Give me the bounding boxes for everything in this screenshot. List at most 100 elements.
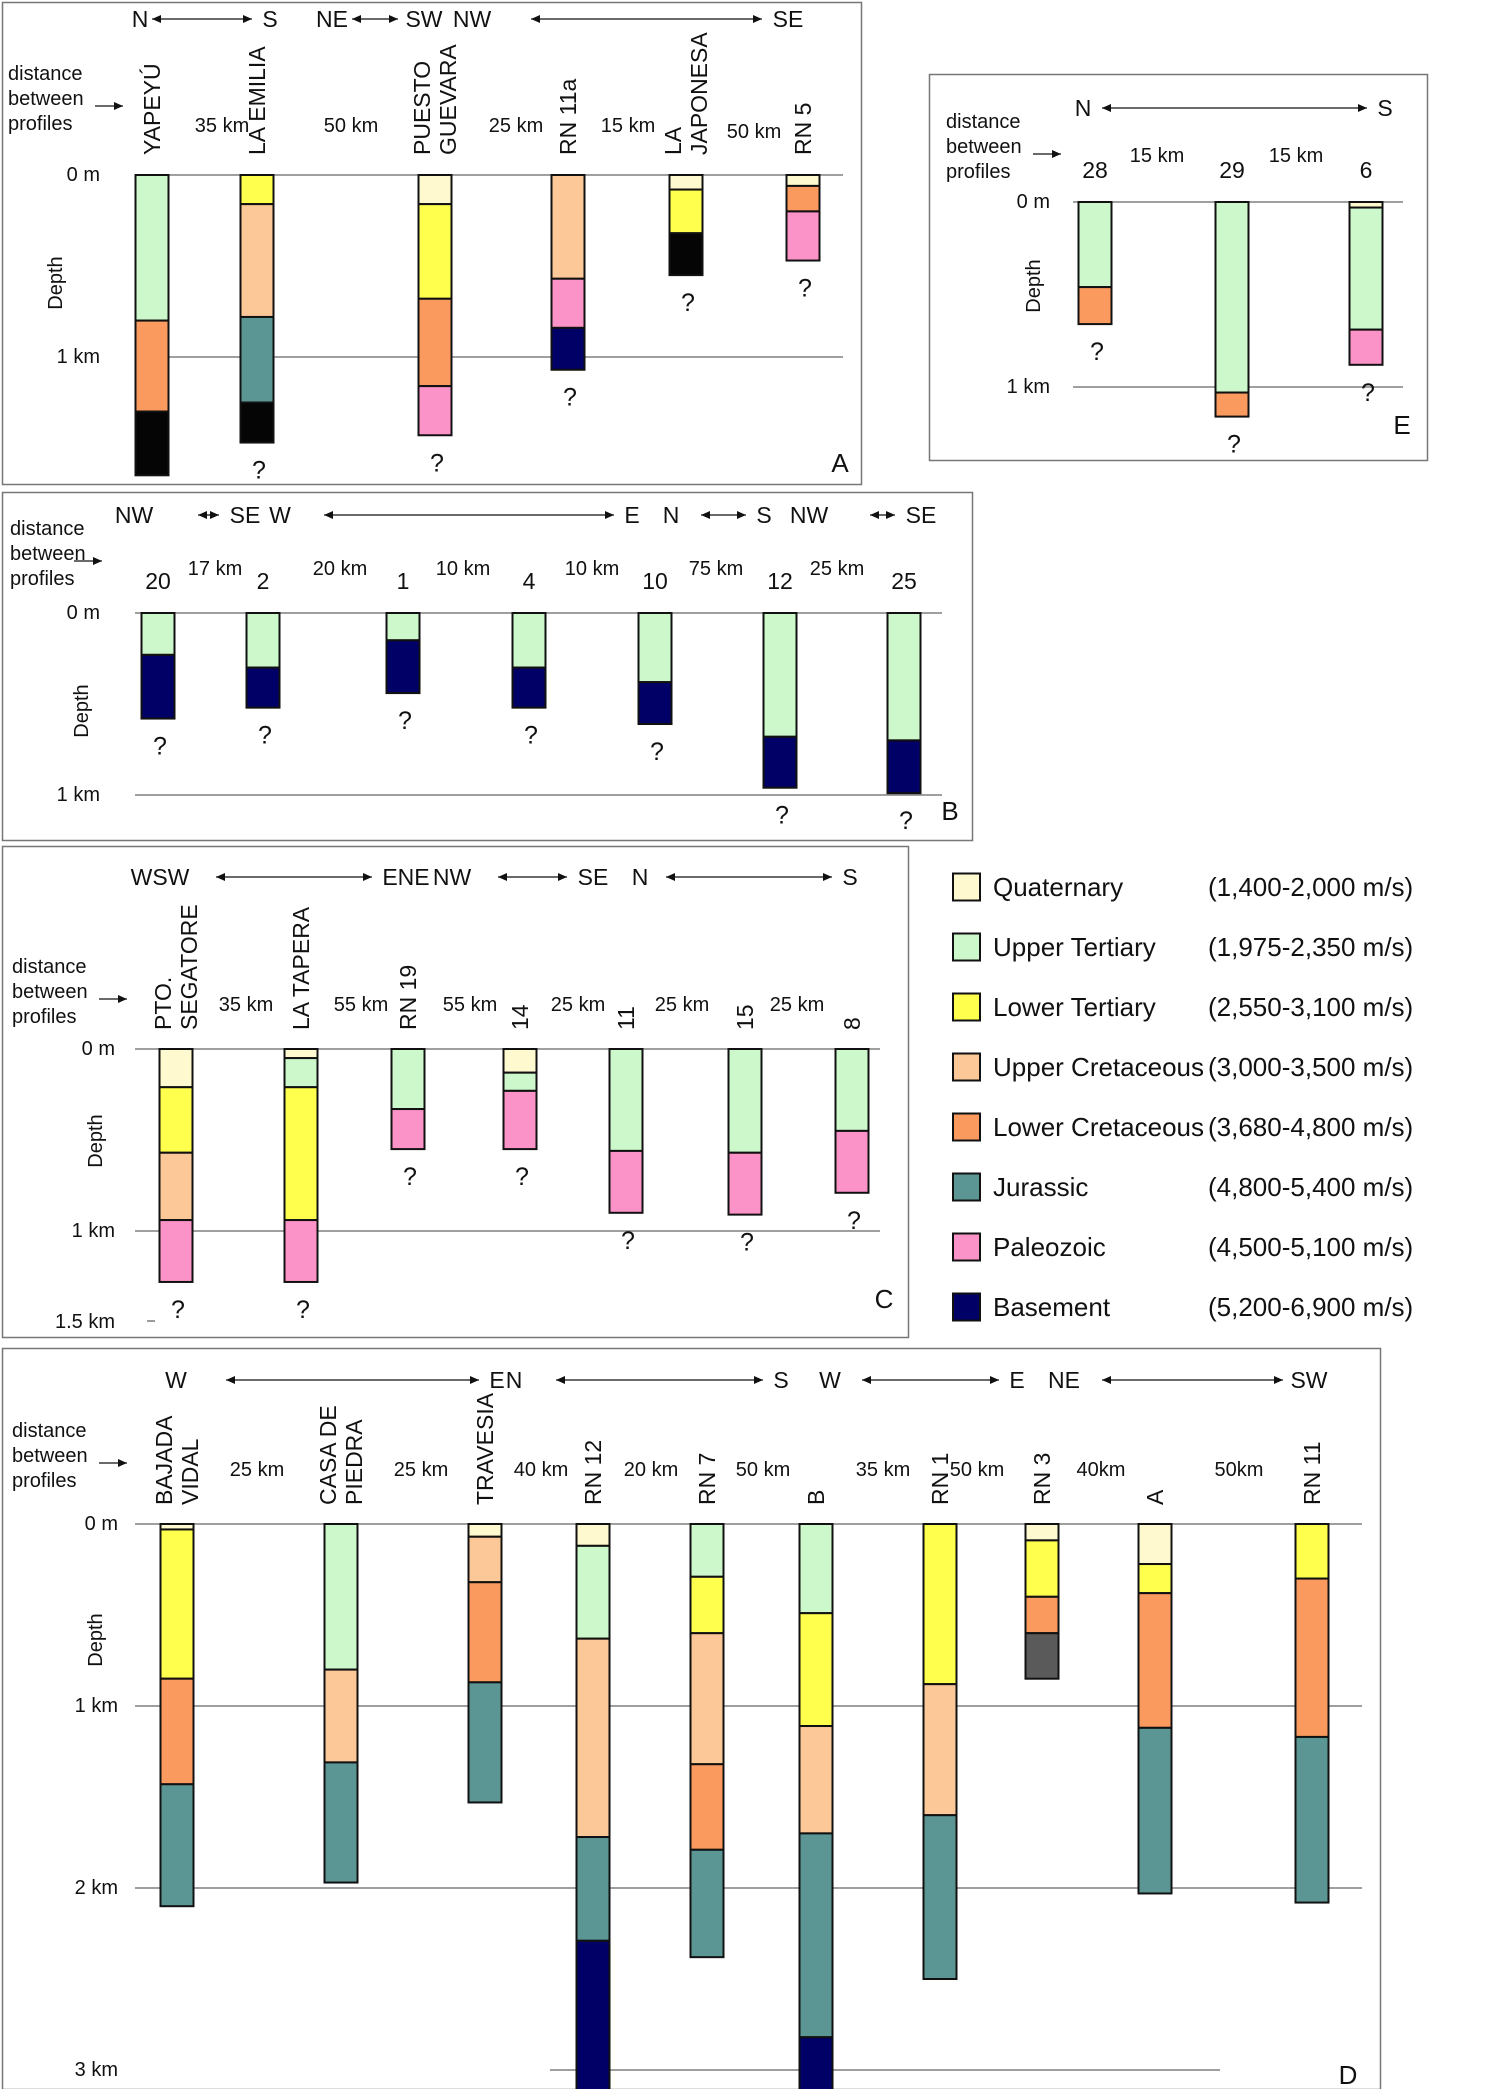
layer-upper-tertiary (390, 1048, 426, 1111)
profile-name: B (803, 1490, 829, 1505)
layer-basement (798, 2036, 834, 2089)
legend-velocity-range: (3,680-4,800 m/s) (1208, 1112, 1413, 1142)
direction-arrow-head-right (754, 1375, 763, 1385)
profile-name: LA EMILIA (244, 46, 270, 155)
direction-label-start: W (165, 1367, 187, 1393)
direction-arrow-head-right (823, 872, 832, 882)
profile-name: RN 3 (1029, 1453, 1055, 1505)
direction-arrow-head-left (556, 1375, 565, 1385)
profile-distance: 50 km (727, 121, 781, 143)
panel-frame-e (928, 73, 1429, 462)
direction-label-start: NW (790, 502, 829, 528)
direction-label-start: N (506, 1367, 523, 1393)
direction-label-end: S (842, 864, 857, 890)
profile-name: 29 (1219, 157, 1245, 183)
profile-distance: 10 km (436, 558, 490, 580)
panel-label-c: C (875, 1284, 894, 1314)
profile-distance: 55 km (443, 994, 497, 1016)
depth-tick-label: 0 m (67, 602, 100, 624)
layer-jurassic (575, 1836, 611, 1942)
direction-label-start: N (663, 502, 680, 528)
direction-arrow-head-right (210, 510, 219, 520)
legend-swatch-basement (952, 1292, 981, 1322)
profile-distance: 40km (1077, 1459, 1126, 1481)
profile-distance: 20 km (313, 558, 367, 580)
unknown-depth-mark: ? (153, 733, 167, 761)
profile-distance: 55 km (334, 994, 388, 1016)
panel-frame-d (1, 1347, 1382, 2089)
direction-label-start: NE (1048, 1367, 1080, 1393)
layer-quaternary (785, 174, 821, 187)
direction-arrow-head-left (352, 14, 361, 24)
layer-upper-tertiary (575, 1544, 611, 1640)
profile-name: 11 (613, 1006, 639, 1030)
direction-arrow-head-left (498, 872, 507, 882)
legend-unit-name: Paleozoic (993, 1232, 1106, 1262)
profile-distance: 10 km (565, 558, 619, 580)
layer-basement (637, 681, 673, 726)
unknown-depth-mark: ? (650, 738, 664, 766)
legend-swatch-upper-tertiary (952, 932, 981, 962)
legend-velocity-range: (1,400-2,000 m/s) (1208, 872, 1413, 902)
layer-basement (511, 666, 547, 709)
layer-paleozoic (390, 1108, 426, 1151)
panel-frame-a (1, 1, 863, 486)
direction-label-end: S (262, 6, 277, 32)
layer-lower-tertiary (922, 1523, 958, 1686)
direction-arrow-head-right (886, 510, 895, 520)
unknown-depth-mark: ? (296, 1296, 310, 1324)
layer-upper-tertiary (608, 1048, 644, 1152)
legend-swatch-quaternary (952, 872, 981, 902)
layer-quaternary (467, 1523, 503, 1538)
layer-quaternary (668, 174, 704, 191)
profile-distance: 25 km (770, 994, 824, 1016)
profile-name: 10 (642, 568, 668, 594)
legend-velocity-range: (2,550-3,100 m/s) (1208, 992, 1413, 1022)
layer-lower-tertiary (1024, 1539, 1060, 1598)
profile-name: 1 (397, 568, 410, 594)
layer-lower-tertiary (239, 174, 275, 206)
layer-jurassic (323, 1761, 359, 1884)
layer-lower-cretaceous (1077, 286, 1113, 326)
layer-upper-tertiary (1214, 201, 1250, 394)
layer-quaternary (1024, 1523, 1060, 1542)
legend-velocity-range: (1,975-2,350 m/s) (1208, 932, 1413, 962)
profile-distance: 25 km (230, 1459, 284, 1481)
profile-name: 8 (839, 1017, 865, 1030)
legend-swatch-upper-cretaceous (952, 1052, 981, 1082)
direction-label-end: SE (578, 864, 609, 890)
direction-arrow-head-right (243, 14, 252, 24)
depth-axis-label: Depth (85, 1613, 107, 1666)
direction-label-start: W (819, 1367, 841, 1393)
layer-lower-cretaceous (1137, 1592, 1173, 1729)
profile-name: RN 1 (927, 1453, 953, 1505)
layer-lower-tertiary (798, 1612, 834, 1728)
direction-label-start: N (132, 6, 149, 32)
layer-upper-cretaceous (323, 1668, 359, 1764)
layer-upper-tertiary (323, 1523, 359, 1671)
direction-label-end: E (489, 1367, 504, 1393)
depth-tick-label: 0 m (82, 1038, 115, 1060)
layer-lower-tertiary (1137, 1563, 1173, 1595)
unknown-depth-mark: ? (252, 457, 266, 485)
depth-axis-label: Depth (1023, 259, 1045, 312)
distance-arrow-head (93, 556, 102, 566)
direction-arrow-head-right (363, 872, 372, 882)
direction-arrow-head-left (870, 510, 879, 520)
depth-axis-label: Depth (45, 256, 67, 309)
layer-paleozoic (502, 1089, 538, 1151)
layer-upper-cretaceous (550, 174, 586, 280)
profile-distance: 25 km (655, 994, 709, 1016)
layer-upper-tertiary (689, 1523, 725, 1578)
profile-distance: 15 km (1269, 145, 1323, 167)
direction-arrow-head-left (198, 510, 207, 520)
layer-lower-cretaceous (1214, 391, 1250, 418)
profile-distance: 50 km (950, 1459, 1004, 1481)
layer-upper-tertiary (762, 612, 798, 738)
legend-swatch-paleozoic (952, 1232, 981, 1262)
layer-basement (245, 666, 281, 709)
direction-arrow-head-left (701, 510, 710, 520)
unknown-depth-mark: ? (171, 1296, 185, 1324)
layer-basement (550, 326, 586, 371)
layer-basement (140, 653, 176, 720)
